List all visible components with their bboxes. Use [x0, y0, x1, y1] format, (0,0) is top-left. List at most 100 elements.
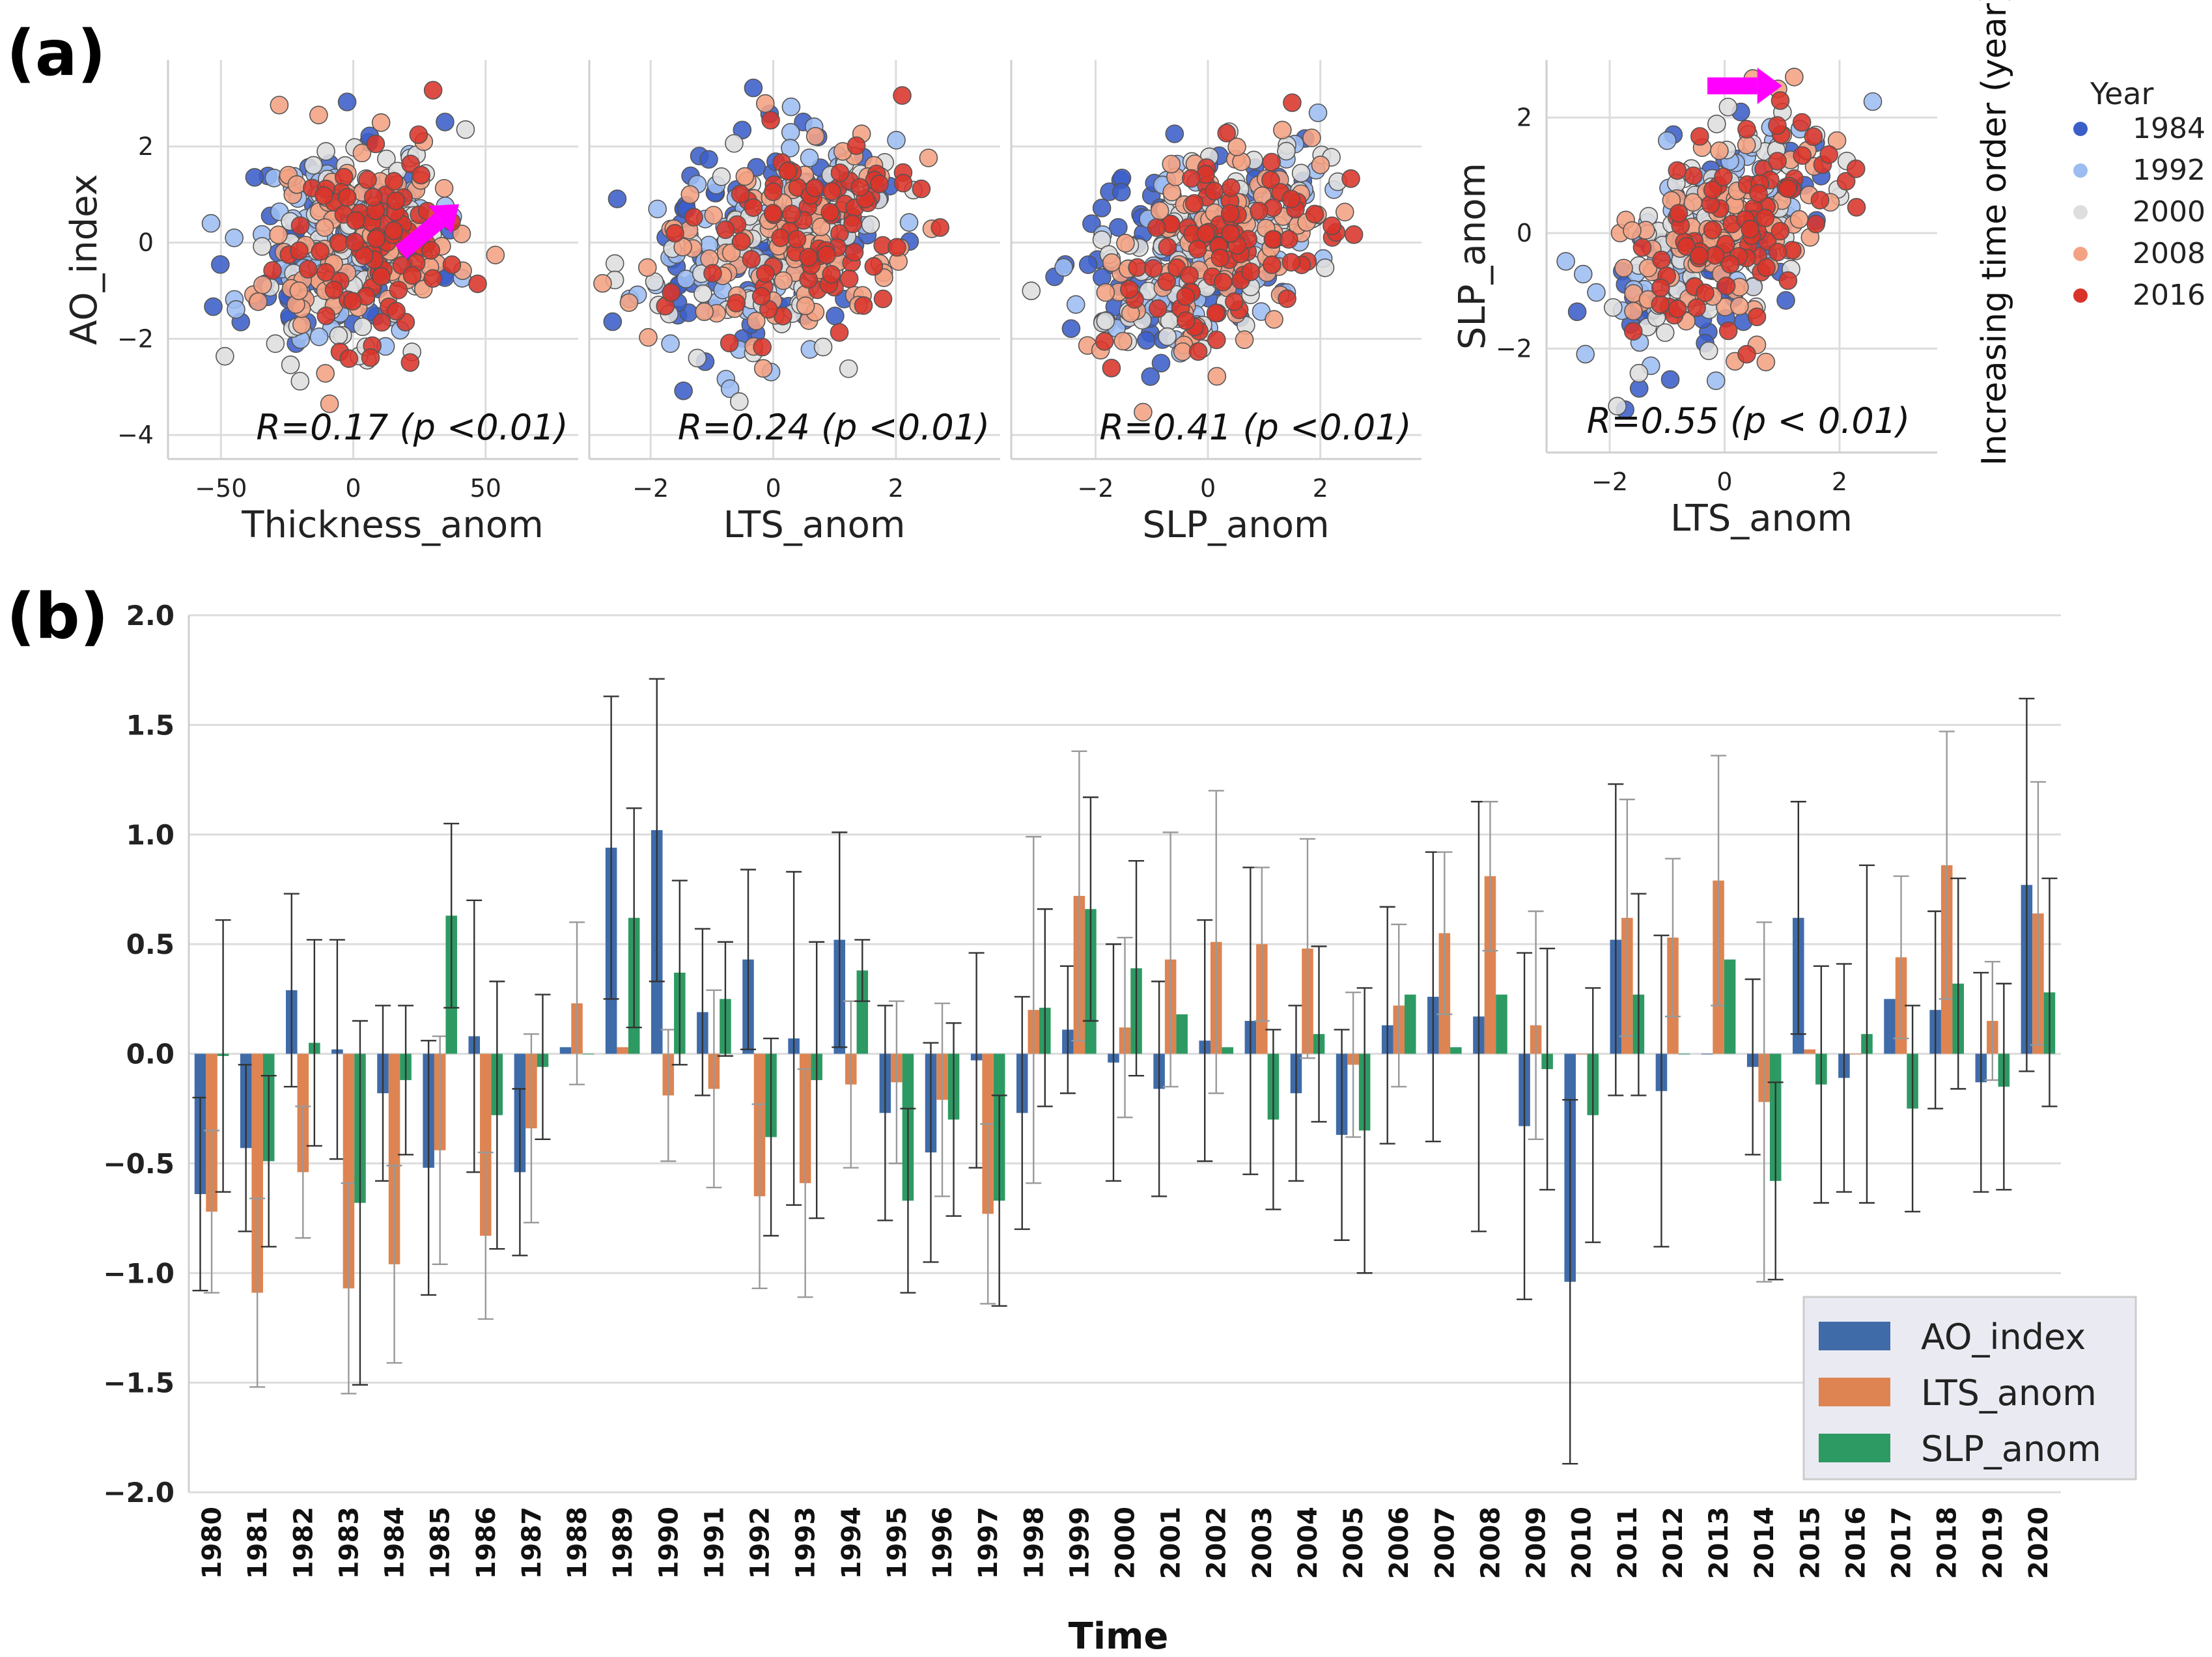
- scatter-point: [1614, 258, 1633, 278]
- scatter-point: [486, 245, 505, 264]
- colorbar-label: Increasing time order (year): [1975, 0, 2014, 466]
- scatter-point: [372, 313, 391, 332]
- scatter-point: [1720, 255, 1740, 274]
- correlation-annotation: R=0.41 (p <0.01): [1099, 407, 1411, 448]
- scatter-point: [309, 327, 329, 346]
- scatter-point: [329, 233, 348, 253]
- trend-arrow-head: [1757, 67, 1782, 104]
- scatter-point: [684, 208, 703, 227]
- scatter-point: [747, 311, 766, 331]
- scatter-point: [1573, 264, 1593, 284]
- scatter-point: [716, 220, 735, 240]
- scatter-point: [756, 264, 775, 283]
- scatter-point: [1158, 238, 1177, 257]
- scatter-point: [735, 167, 755, 186]
- scatter-point: [873, 289, 893, 309]
- scatter-point: [761, 111, 780, 130]
- legend-year-label: 2000: [2133, 195, 2205, 229]
- scatter-point: [817, 245, 836, 264]
- scatter-point: [1629, 363, 1649, 383]
- x-tick-label: 1993: [791, 1507, 821, 1579]
- y-tick-label: 0: [1517, 219, 1532, 247]
- scatter-panel: −2 0 2 −2 0 2 R=0.55 (p < 0.01) LTS_anom SLP_ano…: [1451, 60, 1937, 540]
- x-tick-label: −2: [632, 474, 669, 503]
- scatter-point: [1176, 287, 1195, 306]
- scatter-point: [1082, 214, 1101, 233]
- scatter-point: [1737, 135, 1756, 154]
- scatter-point: [1221, 224, 1240, 243]
- scatter-point: [839, 359, 858, 378]
- scatter-point: [861, 215, 880, 234]
- scatter-point: [1768, 152, 1787, 171]
- scatter-point: [1120, 280, 1139, 299]
- scatter-point: [389, 281, 408, 299]
- scatter-point: [289, 281, 309, 300]
- scatter-point: [1705, 245, 1725, 265]
- y-tick-label: −1.0: [103, 1257, 175, 1289]
- scatter-point: [1128, 258, 1147, 277]
- x-tick-label: 2002: [1202, 1507, 1232, 1579]
- x-tick-label: 1998: [1019, 1507, 1049, 1579]
- scatter-point: [1291, 163, 1311, 183]
- legend-label: SLP_anom: [1921, 1428, 2101, 1469]
- scatter-point: [1730, 296, 1749, 316]
- scatter-point: [887, 131, 906, 150]
- scatter-point: [316, 142, 335, 161]
- scatter-point: [270, 96, 289, 115]
- bar-SLP_anom: [1724, 959, 1736, 1054]
- x-tick-label: 1992: [746, 1507, 776, 1579]
- colorbar-legend: 1984 1992 2000 2008 2016: [2073, 112, 2205, 312]
- scatter-point: [316, 263, 335, 282]
- scatter-point: [1277, 141, 1296, 161]
- legend-year-label: 2008: [2133, 237, 2205, 270]
- bar-legend: AO_index LTS_anom SLP_anom: [1802, 1296, 2137, 1481]
- bar-LTS_anom: [480, 1053, 492, 1236]
- scatter-point: [366, 134, 385, 154]
- legend-year-label: 1984: [2133, 112, 2205, 145]
- x-tick-label: 1989: [608, 1507, 638, 1579]
- scatter-point: [763, 204, 783, 223]
- scatter-point: [253, 237, 272, 256]
- scatter-point: [1134, 402, 1153, 422]
- scatter-point: [311, 242, 330, 261]
- bar-AO_index: [559, 1047, 572, 1054]
- x-tick-label: 2017: [1887, 1507, 1917, 1579]
- scatter-point: [796, 296, 815, 316]
- x-tick-label: 2020: [2024, 1507, 2054, 1579]
- x-tick-label: 2004: [1293, 1507, 1323, 1579]
- scatter-point: [753, 337, 772, 357]
- scatter-point: [931, 218, 949, 237]
- y-tick-label: −0.5: [103, 1148, 175, 1180]
- scatter-point: [400, 353, 420, 372]
- x-tick-label: 2016: [1841, 1507, 1871, 1579]
- scatter-point: [1102, 359, 1121, 378]
- scatter-point: [1587, 283, 1606, 302]
- x-tick-label: 1980: [197, 1507, 227, 1579]
- scatter-point: [744, 78, 763, 98]
- scatter-point: [688, 348, 707, 368]
- scatter-point: [771, 228, 790, 247]
- scatter-point: [1206, 303, 1225, 323]
- y-tick-label: −2.0: [103, 1477, 175, 1509]
- scatter-point: [847, 136, 866, 156]
- scatter-point: [1810, 191, 1830, 210]
- x-tick-label: 1984: [380, 1507, 410, 1579]
- x-tick-label: 1988: [563, 1507, 593, 1579]
- scatter-point: [1792, 113, 1812, 132]
- scatter-point: [1690, 246, 1709, 265]
- scatter-point: [1305, 204, 1324, 224]
- scatter-point: [387, 301, 406, 321]
- scatter-point: [290, 216, 310, 235]
- x-tick-label: −50: [195, 474, 247, 503]
- scatter-point: [1778, 179, 1797, 199]
- scatter-point: [1241, 262, 1261, 281]
- scatter-point: [1716, 234, 1735, 254]
- scatter-point: [1096, 311, 1115, 331]
- scatter-point: [1658, 131, 1677, 150]
- scatter-point: [1205, 182, 1224, 201]
- scatter-point: [720, 333, 739, 353]
- scatter-point: [201, 214, 221, 233]
- y-tick-label: −2: [1496, 334, 1532, 363]
- x-axis-label: LTS_anom: [723, 504, 906, 546]
